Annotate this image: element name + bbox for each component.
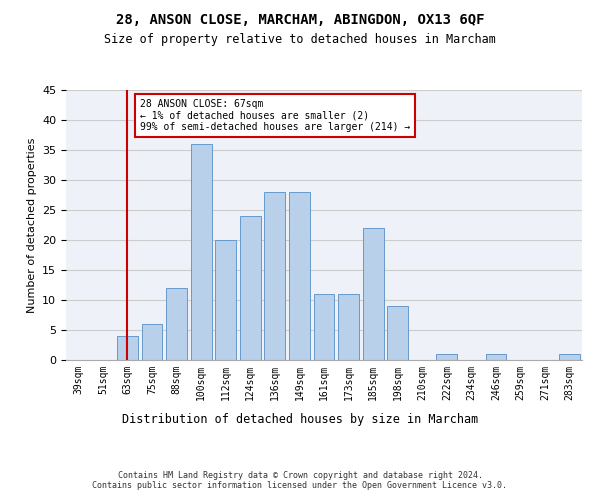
Bar — [191, 144, 212, 360]
Bar — [485, 354, 506, 360]
Bar — [314, 294, 334, 360]
Bar — [362, 228, 383, 360]
Bar — [215, 240, 236, 360]
Bar — [436, 354, 457, 360]
Bar — [166, 288, 187, 360]
Bar — [559, 354, 580, 360]
Bar — [387, 306, 408, 360]
Y-axis label: Number of detached properties: Number of detached properties — [26, 138, 37, 312]
Text: 28 ANSON CLOSE: 67sqm
← 1% of detached houses are smaller (2)
99% of semi-detach: 28 ANSON CLOSE: 67sqm ← 1% of detached h… — [140, 99, 410, 132]
Bar — [117, 336, 138, 360]
Bar — [240, 216, 261, 360]
Text: Distribution of detached houses by size in Marcham: Distribution of detached houses by size … — [122, 412, 478, 426]
Bar — [338, 294, 359, 360]
Text: 28, ANSON CLOSE, MARCHAM, ABINGDON, OX13 6QF: 28, ANSON CLOSE, MARCHAM, ABINGDON, OX13… — [116, 12, 484, 26]
Text: Size of property relative to detached houses in Marcham: Size of property relative to detached ho… — [104, 32, 496, 46]
Bar — [265, 192, 286, 360]
Text: Contains HM Land Registry data © Crown copyright and database right 2024.
Contai: Contains HM Land Registry data © Crown c… — [92, 470, 508, 490]
Bar — [289, 192, 310, 360]
Bar — [142, 324, 163, 360]
